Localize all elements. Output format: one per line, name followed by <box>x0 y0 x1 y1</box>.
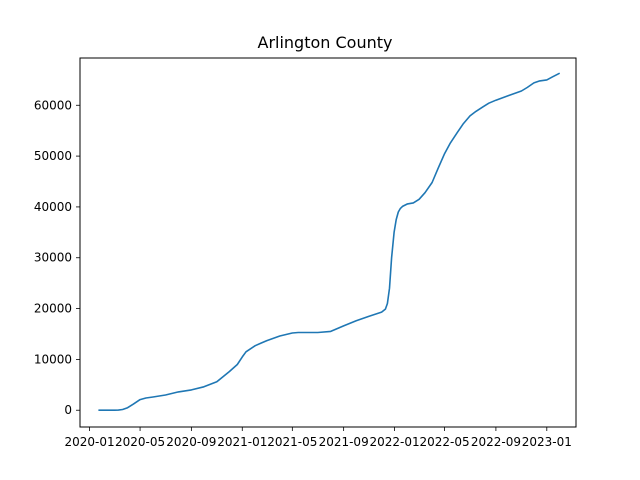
x-tick-label: 2023-01 <box>522 435 572 449</box>
y-tick-label: 40000 <box>34 200 72 214</box>
x-tick-label: 2020-09 <box>166 435 216 449</box>
x-tick-label: 2022-09 <box>471 435 521 449</box>
x-axis: 2020-01 2020-05 2020-09 2021-01 2021-05 2021-… <box>65 427 572 449</box>
x-tick-label: 2021-05 <box>267 435 317 449</box>
x-tick-label: 2022-05 <box>420 435 470 449</box>
y-tick-label: 10000 <box>34 352 72 366</box>
y-tick-label: 0 <box>64 403 72 417</box>
y-tick-label: 30000 <box>34 251 72 265</box>
y-axis: 0 10000 20000 30000 40000 50000 60000 <box>34 98 80 417</box>
x-tick-label: 2021-09 <box>319 435 369 449</box>
plot-frame <box>79 57 577 428</box>
y-tick-label: 50000 <box>34 149 72 163</box>
chart-title: Arlington County <box>258 33 393 52</box>
x-tick-label: 2020-05 <box>115 435 165 449</box>
y-tick-label: 60000 <box>34 98 72 112</box>
series-line <box>98 72 561 411</box>
y-tick-label: 20000 <box>34 302 72 316</box>
x-tick-label: 2022-01 <box>369 435 419 449</box>
x-tick-label: 2020-01 <box>65 435 115 449</box>
plot-area: 2020-01 2020-05 2020-09 2021-01 2021-05 2021-… <box>34 57 577 449</box>
x-tick-label: 2021-01 <box>217 435 267 449</box>
